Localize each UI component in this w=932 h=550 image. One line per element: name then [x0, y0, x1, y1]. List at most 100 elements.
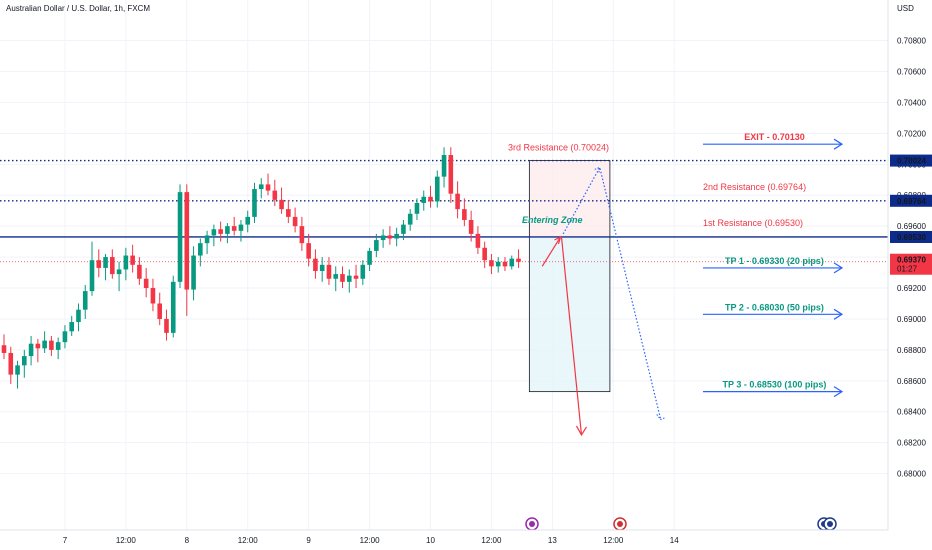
time-tick-label: 12:00: [116, 536, 137, 545]
candle-body: [211, 229, 217, 236]
candle-body: [116, 269, 122, 275]
position-upper-zone: [529, 160, 610, 237]
position-outline: [528, 160, 611, 393]
blue-path-arrowhead: [594, 166, 601, 174]
price-axis[interactable]: 0.708000.706000.704000.702000.700000.698…: [890, 37, 932, 479]
resistance-label: 1st Resistance (0.69530): [703, 218, 803, 228]
target-label: TP 2 - 0.68030 (50 pips): [725, 302, 824, 312]
candle-body: [313, 258, 318, 272]
time-tick-label: 14: [670, 536, 679, 545]
time-tick-label: 12:00: [603, 536, 624, 545]
candle-body: [170, 281, 176, 333]
candle-body: [15, 365, 20, 375]
target-arrowhead: [833, 386, 844, 398]
candle-body: [394, 233, 399, 239]
price-tick-label: 0.70800: [897, 37, 926, 46]
price-tick-label: 0.70600: [897, 67, 926, 76]
au-flag-icon-dot: [827, 521, 833, 527]
red-down-arrow-line: [560, 236, 583, 436]
candle-body: [292, 216, 298, 227]
candle-body: [319, 264, 325, 272]
candle-body: [387, 235, 393, 239]
candle-body: [489, 260, 494, 267]
candle-body: [265, 184, 271, 191]
time-axis[interactable]: 7 12:00 8 12:00 9 12:00 10 12:00 13 12:00 14: [63, 536, 680, 545]
level-price-tag: [890, 154, 932, 167]
candle-body: [69, 322, 74, 332]
candle-body: [299, 226, 305, 244]
resistance-label: 3rd Resistance (0.70024): [508, 143, 609, 153]
candle-body: [482, 247, 487, 261]
price-tick-label: 0.69000: [897, 315, 926, 324]
price-tick-label: 0.68000: [897, 470, 926, 479]
price-tick-label: 0.68600: [897, 377, 926, 386]
candles: [1, 147, 521, 389]
level-price-tag-text: 0.69764: [897, 197, 926, 206]
forecast-paths: Entering Zone: [522, 165, 666, 437]
candle-body: [252, 189, 257, 217]
target-label: TP 1 - 0.69330 (20 pips): [725, 256, 824, 266]
candle-body: [407, 213, 413, 225]
price-tick-label: 0.70400: [897, 98, 926, 107]
candle-body: [468, 219, 474, 234]
target-arrowhead: [833, 262, 844, 274]
entering-zone-label: Entering Zone: [522, 215, 583, 225]
price-tick-label: 0.68800: [897, 346, 926, 355]
candle-body: [475, 233, 481, 248]
candle-body: [272, 190, 278, 200]
level-price-tag: [890, 230, 932, 243]
currency-label: USD: [897, 4, 914, 13]
candle-body: [421, 196, 427, 203]
candle-body: [198, 243, 203, 256]
candle-body: [516, 258, 521, 262]
candle-body: [401, 224, 406, 234]
last-price-value: 0.69370: [897, 256, 926, 265]
red-down-arrowhead: [575, 425, 587, 437]
time-tick-label: 13: [548, 536, 557, 545]
candle-body: [191, 255, 196, 290]
candle-body: [374, 240, 379, 251]
candle-body: [414, 202, 420, 214]
candle-body: [123, 255, 129, 270]
us-flag-icon-dot: [617, 521, 623, 527]
candle-body: [495, 261, 501, 267]
time-tick-label: 12:00: [360, 536, 381, 545]
resistance-label: 2nd Resistance (0.69764): [703, 182, 806, 192]
candle-body: [82, 291, 88, 310]
candle-body: [245, 216, 251, 225]
candle-body: [22, 356, 27, 366]
last-price-countdown: 01:27: [897, 265, 918, 274]
time-axis-background: [0, 530, 932, 550]
candle-body: [177, 192, 183, 282]
blue-forecast-path: [562, 165, 662, 420]
candle-body: [204, 235, 210, 244]
level-price-tag-text: 0.69530: [897, 233, 926, 242]
candle-body: [89, 260, 95, 292]
candle-body: [353, 275, 359, 279]
candle-body: [367, 250, 372, 265]
candle-body: [35, 343, 41, 349]
candle-body: [428, 196, 433, 202]
candle-body: [55, 342, 61, 350]
candle-body: [76, 309, 81, 323]
time-tick-label: 12:00: [481, 536, 502, 545]
price-tick-label: 0.69600: [897, 222, 926, 231]
price-tick-label: 0.69200: [897, 284, 926, 293]
time-tick-label: 12:00: [238, 536, 259, 545]
candle-body: [306, 243, 311, 259]
candle-body: [42, 340, 47, 349]
price-tick-label: 0.70200: [897, 129, 926, 138]
time-tick-label: 9: [306, 536, 311, 545]
candle-body: [49, 340, 54, 350]
candle-body: [340, 274, 345, 282]
target-arrowhead: [833, 308, 844, 320]
candle-body: [279, 199, 284, 210]
candle-body: [62, 331, 68, 343]
candle-body: [502, 261, 508, 267]
target-annotations: EXIT - 0.70130 TP 1 - 0.69330 (20 pips) TP…: [703, 132, 844, 398]
chart-title: Australian Dollar / U.S. Dollar, 1h, FXC…: [6, 4, 150, 13]
candle-body: [455, 193, 460, 210]
candle-body: [441, 155, 447, 177]
